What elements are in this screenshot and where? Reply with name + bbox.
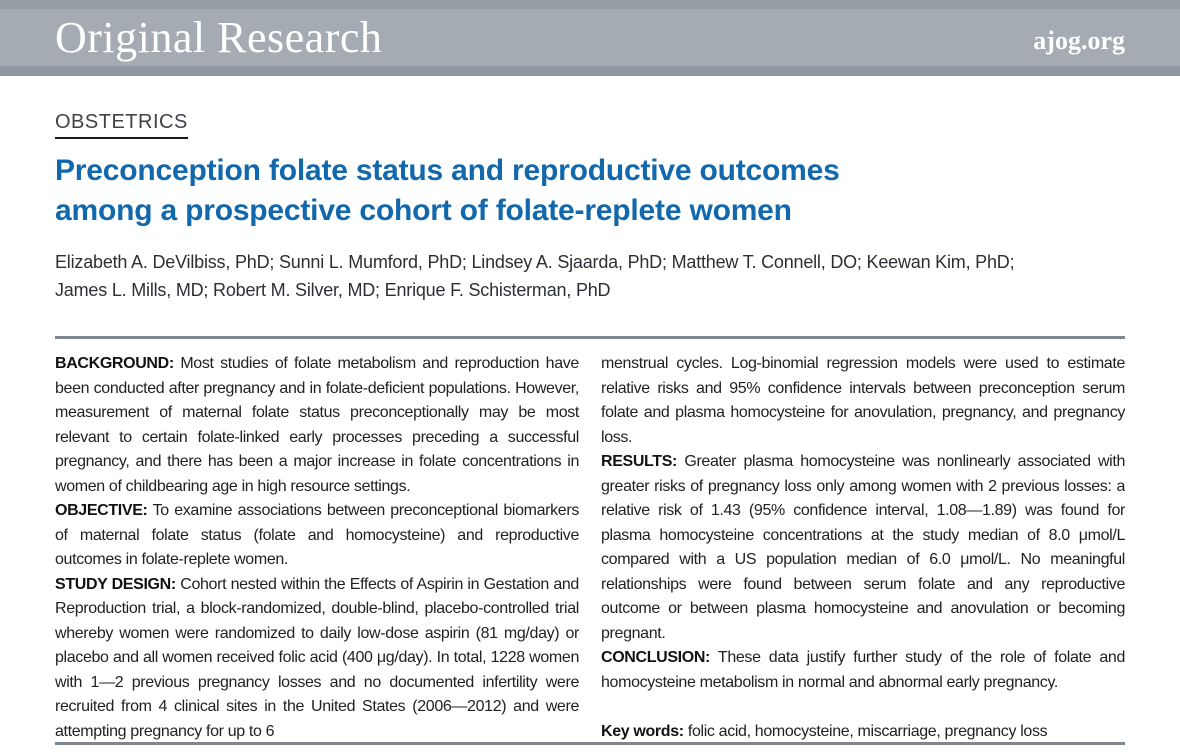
section-text-background: Most studies of folate metabolism and re… bbox=[55, 355, 579, 495]
keywords-text: folic acid, homocysteine, miscarriage, p… bbox=[687, 723, 1048, 740]
abstract-paragraph-objective: OBJECTIVE: To examine associations betwe… bbox=[55, 499, 579, 573]
author-list-line-2: James L. Mills, MD; Robert M. Silver, MD… bbox=[55, 280, 611, 300]
abstract-paragraph-background: BACKGROUND: Most studies of folate metab… bbox=[55, 352, 579, 499]
section-text-study-design: Cohort nested within the Effects of Aspi… bbox=[55, 575, 579, 740]
section-text-objective: To examine associations between preconce… bbox=[55, 502, 579, 568]
section-label-conclusion: CONCLUSION: bbox=[601, 649, 711, 666]
author-list: Elizabeth A. DeVilbiss, PhD; Sunni L. Mu… bbox=[55, 248, 1125, 304]
abstract: BACKGROUND: Most studies of folate metab… bbox=[55, 336, 1125, 742]
author-list-line-1: Elizabeth A. DeVilbiss, PhD; Sunni L. Mu… bbox=[55, 252, 1015, 272]
abstract-paragraph-results: RESULTS: Greater plasma homocysteine was… bbox=[601, 450, 1125, 646]
abstract-right-column: menstrual cycles. Log-binomial regressio… bbox=[601, 352, 1125, 742]
section-text-conclusion: These data justify further study of the … bbox=[601, 649, 1125, 691]
article-title-line-1: Preconception folate status and reproduc… bbox=[55, 154, 840, 187]
article-header: OBSTETRICS Preconception folate status a… bbox=[55, 112, 1125, 304]
section-text-study-design-continued: menstrual cycles. Log-binomial regressio… bbox=[601, 355, 1125, 446]
section-label-background: BACKGROUND: bbox=[55, 355, 174, 372]
abstract-paragraph-study-design: STUDY DESIGN: Cohort nested within the E… bbox=[55, 573, 579, 743]
journal-site-link[interactable]: ajog.org bbox=[1033, 26, 1125, 55]
abstract-bottom-divider bbox=[55, 742, 1125, 745]
abstract-paragraph-conclusion: CONCLUSION: These data justify further s… bbox=[601, 646, 1125, 695]
specialty-label: OBSTETRICS bbox=[55, 112, 188, 139]
keywords-paragraph: Key words: folic acid, homocysteine, mis… bbox=[601, 720, 1125, 742]
abstract-left-column: BACKGROUND: Most studies of folate metab… bbox=[55, 352, 579, 742]
article-title: Preconception folate status and reproduc… bbox=[55, 151, 1125, 231]
journal-section-title: Original Research bbox=[55, 12, 383, 62]
section-label-results: RESULTS: bbox=[601, 453, 678, 470]
section-label-study-design: STUDY DESIGN: bbox=[55, 575, 176, 593]
keywords-label: Key words: bbox=[601, 723, 684, 740]
section-label-objective: OBJECTIVE: bbox=[55, 502, 148, 519]
section-text-results: Greater plasma homocysteine was nonlinea… bbox=[601, 453, 1125, 642]
article-title-line-2: among a prospective cohort of folate-rep… bbox=[55, 194, 792, 227]
journal-banner: Original Research ajog.org bbox=[0, 0, 1180, 76]
abstract-paragraph-study-design-continued: menstrual cycles. Log-binomial regressio… bbox=[601, 352, 1125, 450]
